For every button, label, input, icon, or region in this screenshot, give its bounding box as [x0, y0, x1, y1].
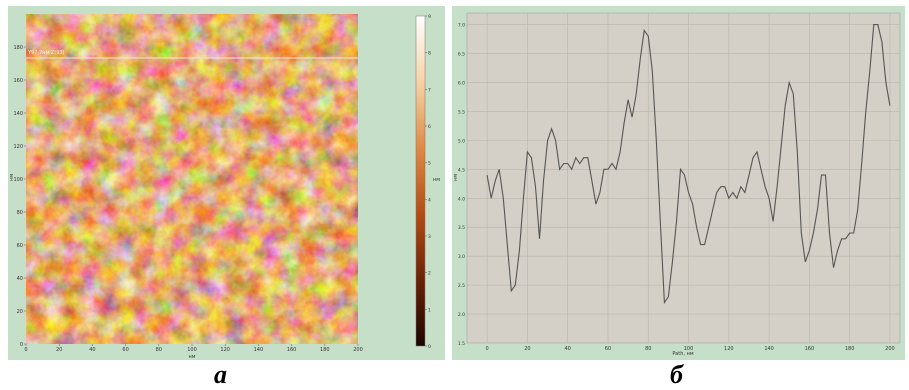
colorbar-tick-label: 6 [428, 124, 431, 130]
x-tick-label: 0 [486, 346, 489, 352]
colorbar-tick-label: 8 [428, 51, 431, 57]
y-tick-label: 2.5 [458, 283, 465, 289]
colorbar-tick-label: 3 [428, 234, 431, 240]
colorbar-tick-label: 2 [428, 271, 431, 277]
afm-image-panel: Y97.7нм Z(93) нм нм нм 0 20 40 60 80 100 120 14… [8, 6, 445, 360]
afm-image-svg: Y97.7нм Z(93) нм нм нм 0 20 40 60 80 100 120 14… [9, 14, 440, 360]
x-tick-label: 200 [885, 346, 895, 352]
chart-xlabel: Path, нм [672, 351, 693, 357]
x-tick-label: 180 [845, 346, 855, 352]
afm-x-tick-label: 100 [187, 347, 197, 353]
y-tick-label: 3.0 [458, 254, 465, 260]
afm-y-unit: нм [9, 174, 15, 181]
afm-x-tick-label: 200 [353, 347, 363, 353]
afm-x-tick-label: 60 [122, 347, 128, 353]
afm-y-tick-label: 0 [20, 342, 23, 348]
chart-y-axis: 1.5 2.0 2.5 3.0 3.5 4.0 4.5 5.0 5.5 6.0 6.5 7.0 [458, 23, 465, 347]
afm-y-tick-label: 180 [13, 45, 23, 51]
x-tick-label: 120 [724, 346, 734, 352]
chart-x-axis: 0 20 40 60 80 100 120 140 160 180 200 [486, 346, 895, 352]
colorbar-tick-label: 1 [428, 307, 431, 313]
afm-x-tick-label: 40 [89, 347, 95, 353]
afm-x-tick-label: 160 [287, 347, 297, 353]
colorbar-tick-label: 4 [428, 197, 431, 203]
chart-ylabel: нм [453, 174, 459, 181]
caption-b: б [670, 360, 683, 389]
afm-y-tick-label: 60 [17, 243, 23, 249]
afm-x-axis: 0 20 40 60 80 100 120 140 160 180 200 [24, 344, 363, 353]
x-tick-label: 140 [764, 346, 774, 352]
profile-line-label: Y97.7нм Z(93) [27, 50, 65, 56]
profile-chart-panel: 0 20 40 60 80 100 120 140 160 180 200 1.5 2.0 2.5 3.0… [452, 6, 905, 360]
afm-y-tick-label: 40 [17, 276, 23, 282]
afm-x-tick-label: 20 [56, 347, 62, 353]
y-tick-label: 2.0 [458, 312, 465, 318]
afm-y-tick-label: 160 [13, 78, 23, 84]
y-tick-label: 5.5 [458, 109, 465, 115]
afm-x-tick-label: 180 [320, 347, 330, 353]
afm-height-map [26, 14, 358, 344]
afm-x-tick-label: 120 [220, 347, 230, 353]
afm-y-tick-label: 100 [13, 177, 23, 183]
afm-x-tick-label: 140 [254, 347, 264, 353]
profile-chart-svg: 0 20 40 60 80 100 120 140 160 180 200 1.5 2.0 2.5 3.0… [453, 12, 901, 357]
colorbar [415, 15, 426, 347]
colorbar-axis: 0 1 2 3 4 5 6 7 8 9 [425, 14, 431, 350]
afm-y-tick-label: 80 [17, 210, 23, 216]
colorbar-tick-label: 0 [428, 344, 431, 350]
x-tick-label: 80 [645, 346, 651, 352]
afm-y-tick-label: 20 [17, 309, 23, 315]
colorbar-tick-label: 9 [428, 14, 431, 20]
y-tick-label: 6.5 [458, 52, 465, 58]
y-tick-label: 4.5 [458, 167, 465, 173]
afm-y-axis: 0 20 40 60 80 100 120 140 160 180 [13, 45, 26, 348]
y-tick-label: 4.0 [458, 196, 465, 202]
y-tick-label: 6.0 [458, 80, 465, 86]
chart-grid [467, 13, 900, 344]
y-tick-label: 3.5 [458, 225, 465, 231]
colorbar-tick-label: 7 [428, 87, 431, 93]
afm-y-tick-label: 120 [13, 144, 23, 150]
y-tick-label: 1.5 [458, 341, 465, 347]
caption-a: а [214, 360, 227, 389]
afm-y-tick-label: 140 [13, 111, 23, 117]
afm-x-tick-label: 0 [24, 347, 27, 353]
plot-area [466, 12, 901, 344]
colorbar-unit: нм [433, 177, 440, 183]
y-tick-label: 7.0 [458, 23, 465, 29]
x-tick-label: 20 [524, 346, 530, 352]
colorbar-tick-label: 5 [428, 161, 431, 167]
y-tick-label: 5.0 [458, 138, 465, 144]
x-tick-label: 100 [684, 346, 694, 352]
x-tick-label: 40 [565, 346, 571, 352]
x-tick-label: 60 [605, 346, 611, 352]
afm-x-tick-label: 80 [156, 347, 162, 353]
profile-series-line [486, 24, 891, 305]
afm-x-unit: нм [188, 354, 195, 360]
x-tick-label: 160 [805, 346, 815, 352]
